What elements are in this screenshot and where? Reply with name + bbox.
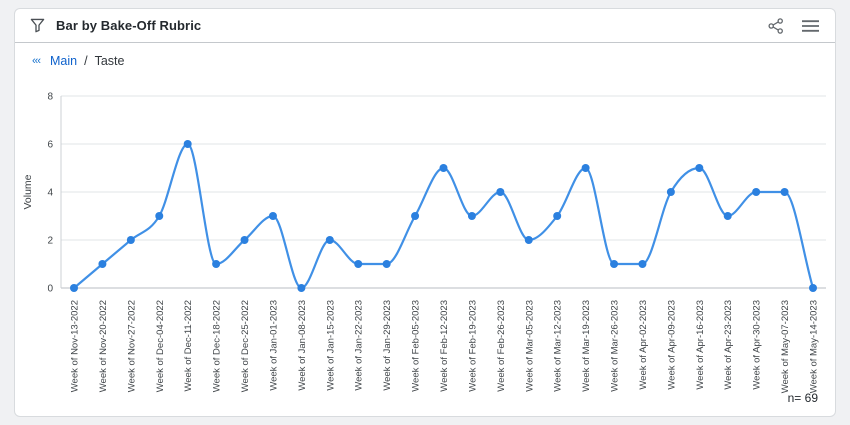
x-tick-label: Week of Mar-12-2023: [553, 300, 564, 392]
data-point[interactable]: [212, 260, 221, 268]
sample-size-label: n= 69: [787, 391, 818, 405]
x-tick-label: Week of Jan-01-2023: [268, 300, 279, 391]
share-nodes-icon: [768, 17, 783, 34]
x-tick-label: Week of Apr-16-2023: [695, 300, 706, 390]
x-tick-label: Week of Jan-22-2023: [354, 300, 365, 391]
x-tick-label: Week of Dec-11-2022: [183, 300, 194, 392]
data-point[interactable]: [325, 236, 334, 244]
x-tick-label: Week of Dec-18-2022: [212, 300, 223, 392]
data-point[interactable]: [553, 212, 562, 220]
filter-button[interactable]: [27, 16, 47, 36]
chart-card: Bar by Bake-Off Rubric: [14, 8, 836, 417]
y-tick-label: 2: [47, 236, 53, 247]
data-point[interactable]: [496, 188, 505, 196]
data-point[interactable]: [780, 188, 789, 196]
breadcrumb-separator: /: [84, 54, 88, 68]
x-tick-label: Week of Nov-27-2022: [126, 300, 137, 392]
data-point[interactable]: [695, 164, 704, 172]
data-point[interactable]: [581, 164, 590, 172]
x-tick-label: Week of Feb-12-2023: [439, 300, 450, 392]
y-tick-label: 6: [47, 140, 53, 151]
x-tick-label: Week of May-14-2023: [809, 300, 820, 393]
data-point[interactable]: [638, 260, 647, 268]
x-tick-label: Week of Mar-05-2023: [524, 300, 535, 392]
data-point[interactable]: [666, 188, 675, 196]
x-tick-label: Week of Nov-20-2022: [98, 300, 109, 392]
data-point[interactable]: [126, 236, 135, 244]
x-tick-label: Week of Nov-13-2022: [70, 300, 81, 392]
funnel-icon: [30, 18, 44, 33]
x-tick-label: Week of Mar-26-2023: [610, 300, 621, 392]
data-point[interactable]: [752, 188, 761, 196]
data-point[interactable]: [723, 212, 732, 220]
x-tick-label: Week of May-07-2023: [780, 300, 791, 393]
y-axis-title: Volume: [22, 174, 34, 209]
data-point[interactable]: [297, 284, 306, 292]
y-tick-label: 8: [47, 92, 53, 103]
data-point[interactable]: [439, 164, 448, 172]
data-point[interactable]: [70, 284, 78, 292]
x-tick-label: Week of Jan-08-2023: [297, 300, 308, 391]
y-tick-label: 4: [47, 188, 53, 199]
x-tick-label: Week of Dec-04-2022: [155, 300, 166, 392]
breadcrumb: ‹‹‹ Main / Taste: [15, 43, 835, 68]
data-point[interactable]: [155, 212, 164, 220]
data-point[interactable]: [610, 260, 619, 268]
breadcrumb-current: Taste: [94, 54, 125, 68]
hamburger-menu-icon: [801, 19, 819, 32]
y-tick-label: 0: [47, 284, 53, 295]
x-tick-label: Week of Mar-19-2023: [581, 300, 592, 392]
x-tick-label: Week of Jan-15-2023: [325, 300, 336, 391]
x-tick-label: Week of Feb-19-2023: [467, 300, 478, 392]
menu-button[interactable]: [799, 16, 821, 36]
share-button[interactable]: [765, 16, 787, 36]
breadcrumb-back-button[interactable]: ‹‹‹: [32, 55, 41, 67]
x-tick-label: Week of Apr-02-2023: [638, 300, 649, 390]
data-point[interactable]: [382, 260, 391, 268]
x-tick-label: Week of Apr-09-2023: [666, 300, 677, 390]
data-point[interactable]: [809, 284, 817, 292]
x-tick-label: Week of Feb-05-2023: [411, 300, 422, 392]
card-header: Bar by Bake-Off Rubric: [15, 9, 835, 43]
data-point[interactable]: [524, 236, 533, 244]
x-tick-label: Week of Dec-25-2022: [240, 300, 251, 392]
data-point[interactable]: [98, 260, 107, 268]
line-chart: 0 2 4 6 8 Volume Week of Nov-13-2022 Week of No…: [15, 84, 835, 416]
breadcrumb-link-main[interactable]: Main: [50, 54, 78, 68]
card-title: Bar by Bake-Off Rubric: [56, 18, 202, 33]
x-tick-label: Week of Jan-29-2023: [382, 300, 393, 391]
data-point[interactable]: [411, 212, 420, 220]
x-tick-label: Week of Apr-23-2023: [723, 300, 734, 390]
data-point[interactable]: [268, 212, 277, 220]
x-tick-label: Week of Feb-26-2023: [496, 300, 507, 392]
data-point[interactable]: [354, 260, 363, 268]
data-point[interactable]: [240, 236, 249, 244]
data-point[interactable]: [183, 140, 192, 148]
data-point[interactable]: [467, 212, 476, 220]
line-chart-svg: 0 2 4 6 8 Volume Week of Nov-13-2022 Week of No…: [22, 92, 826, 393]
x-tick-label: Week of Apr-30-2023: [752, 300, 763, 390]
